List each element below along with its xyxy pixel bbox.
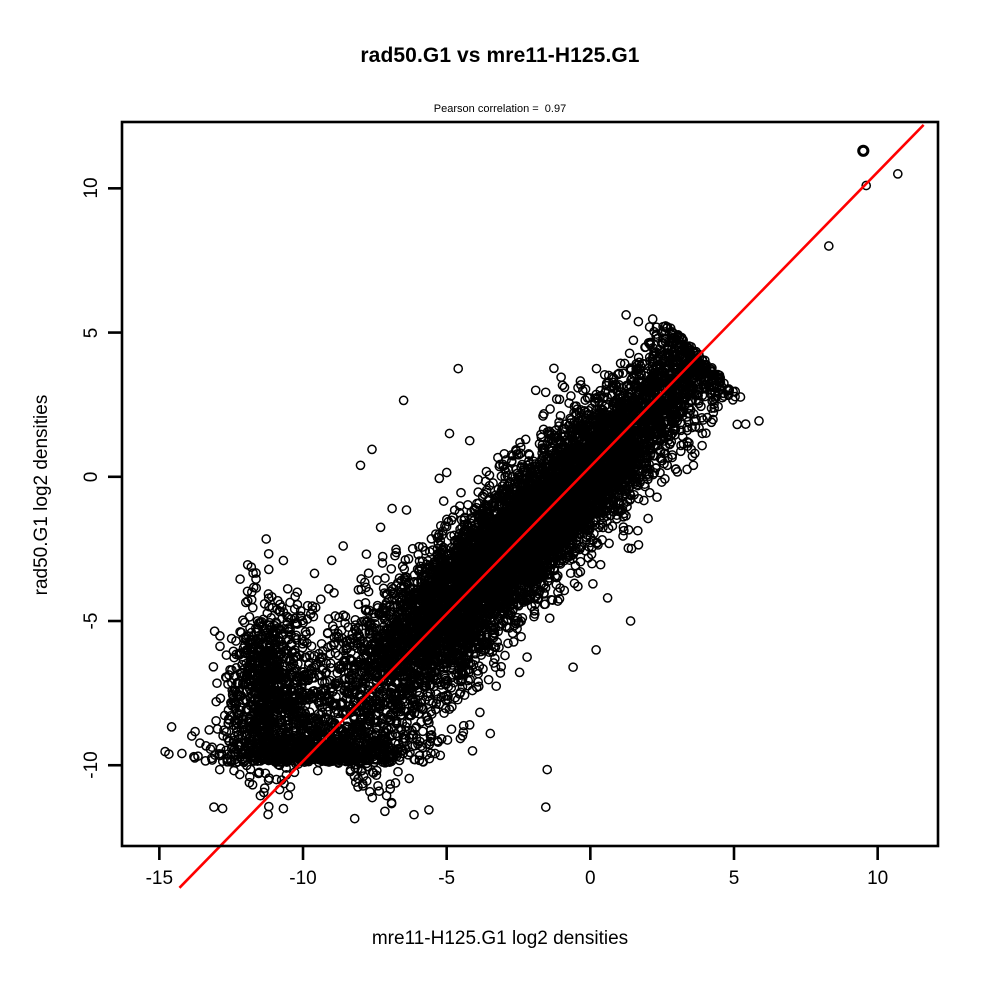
y-tick-label: 5 <box>81 327 102 338</box>
axis-ticks <box>108 187 879 860</box>
x-tick-label: 5 <box>728 868 740 889</box>
x-axis-title: mre11-H125.G1 log2 densities <box>371 928 629 949</box>
plot-frame <box>120 120 940 848</box>
pearson-correlation-subtitle: Pearson correlation = 0.97 <box>433 103 567 115</box>
x-tick-label: -5 <box>438 868 456 889</box>
y-tick-label: 10 <box>81 177 102 199</box>
x-tick-label: 0 <box>585 868 596 889</box>
y-tick-label: -5 <box>81 612 102 630</box>
x-tick-label: -10 <box>289 868 317 889</box>
x-tick-label: 10 <box>867 868 889 889</box>
data-points-layer <box>160 144 903 824</box>
x-tick-label: -15 <box>145 868 174 889</box>
y-axis-title: rad50.G1 log2 densities <box>31 394 52 596</box>
y-tick-label: -10 <box>81 751 102 779</box>
y-tick-label: 0 <box>81 471 102 483</box>
regression-line <box>178 123 925 889</box>
page-title: rad50.G1 vs mre11-H125.G1 <box>360 44 640 67</box>
